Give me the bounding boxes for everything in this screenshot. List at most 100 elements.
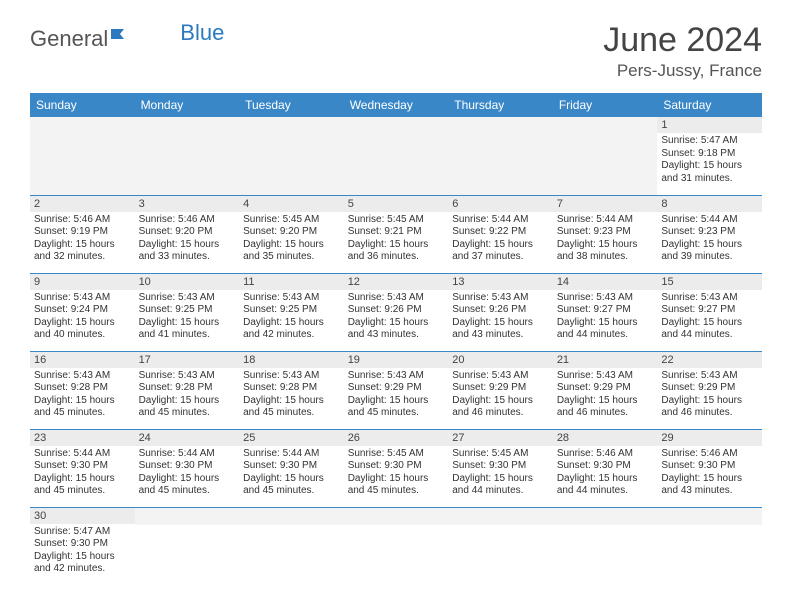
sunrise-text: Sunrise: 5:46 AM: [661, 448, 758, 461]
calendar-day-cell: 27Sunrise: 5:45 AMSunset: 9:30 PMDayligh…: [448, 429, 553, 507]
sunset-text: Sunset: 9:28 PM: [34, 382, 131, 395]
sunrise-text: Sunrise: 5:43 AM: [557, 370, 654, 383]
calendar-day-cell: 4Sunrise: 5:45 AMSunset: 9:20 PMDaylight…: [239, 195, 344, 273]
daylight-text: Daylight: 15 hours and 35 minutes.: [243, 239, 340, 264]
sunrise-text: Sunrise: 5:43 AM: [348, 292, 445, 305]
logo-text-gray: General: [30, 26, 108, 52]
calendar-empty-cell: [553, 117, 658, 195]
daylight-text: Daylight: 15 hours and 43 minutes.: [452, 317, 549, 342]
daylight-text: Daylight: 15 hours and 46 minutes.: [452, 395, 549, 420]
sunset-text: Sunset: 9:28 PM: [243, 382, 340, 395]
sunset-text: Sunset: 9:23 PM: [557, 226, 654, 239]
calendar-day-cell: 9Sunrise: 5:43 AMSunset: 9:24 PMDaylight…: [30, 273, 135, 351]
sunset-text: Sunset: 9:19 PM: [34, 226, 131, 239]
sunset-text: Sunset: 9:30 PM: [452, 460, 549, 473]
day-details: Sunrise: 5:43 AMSunset: 9:28 PMDaylight:…: [135, 368, 240, 423]
col-header: Friday: [553, 93, 658, 117]
calendar-week-row: 2Sunrise: 5:46 AMSunset: 9:19 PMDaylight…: [30, 195, 762, 273]
sunset-text: Sunset: 9:23 PM: [661, 226, 758, 239]
day-details: Sunrise: 5:43 AMSunset: 9:24 PMDaylight:…: [30, 290, 135, 345]
daynum-bar-empty: [553, 508, 658, 525]
day-number: 25: [239, 430, 344, 446]
daylight-text: Daylight: 15 hours and 45 minutes.: [139, 395, 236, 420]
day-number: 9: [30, 274, 135, 290]
col-header: Wednesday: [344, 93, 449, 117]
calendar-day-cell: 15Sunrise: 5:43 AMSunset: 9:27 PMDayligh…: [657, 273, 762, 351]
sunrise-text: Sunrise: 5:43 AM: [139, 292, 236, 305]
logo-text-blue: Blue: [180, 20, 224, 46]
day-details: Sunrise: 5:43 AMSunset: 9:25 PMDaylight:…: [239, 290, 344, 345]
daynum-bar-empty: [135, 508, 240, 525]
calendar-empty-cell: [239, 507, 344, 585]
day-number: 2: [30, 196, 135, 212]
sunrise-text: Sunrise: 5:44 AM: [139, 448, 236, 461]
sunset-text: Sunset: 9:30 PM: [34, 538, 131, 551]
daynum-bar-empty: [448, 117, 553, 134]
daylight-text: Daylight: 15 hours and 45 minutes.: [348, 473, 445, 498]
day-number: 15: [657, 274, 762, 290]
sunset-text: Sunset: 9:20 PM: [139, 226, 236, 239]
daynum-bar-empty: [448, 508, 553, 525]
col-header: Monday: [135, 93, 240, 117]
sunrise-text: Sunrise: 5:43 AM: [557, 292, 654, 305]
day-details: Sunrise: 5:44 AMSunset: 9:30 PMDaylight:…: [135, 446, 240, 501]
day-number: 7: [553, 196, 658, 212]
title-block: June 2024 Pers-Jussy, France: [603, 22, 762, 81]
calendar-day-cell: 7Sunrise: 5:44 AMSunset: 9:23 PMDaylight…: [553, 195, 658, 273]
page-header: General Blue June 2024 Pers-Jussy, Franc…: [30, 22, 762, 81]
day-details: Sunrise: 5:44 AMSunset: 9:22 PMDaylight:…: [448, 212, 553, 267]
calendar-empty-cell: [657, 507, 762, 585]
daylight-text: Daylight: 15 hours and 45 minutes.: [243, 473, 340, 498]
day-number: 21: [553, 352, 658, 368]
daylight-text: Daylight: 15 hours and 45 minutes.: [348, 395, 445, 420]
day-details: Sunrise: 5:47 AMSunset: 9:18 PMDaylight:…: [657, 133, 762, 188]
day-details: Sunrise: 5:43 AMSunset: 9:27 PMDaylight:…: [657, 290, 762, 345]
col-header: Saturday: [657, 93, 762, 117]
daylight-text: Daylight: 15 hours and 45 minutes.: [34, 473, 131, 498]
day-details: Sunrise: 5:43 AMSunset: 9:29 PMDaylight:…: [553, 368, 658, 423]
day-details: Sunrise: 5:46 AMSunset: 9:20 PMDaylight:…: [135, 212, 240, 267]
sunrise-text: Sunrise: 5:47 AM: [34, 526, 131, 539]
day-details: Sunrise: 5:46 AMSunset: 9:30 PMDaylight:…: [657, 446, 762, 501]
day-number: 20: [448, 352, 553, 368]
sunset-text: Sunset: 9:29 PM: [661, 382, 758, 395]
calendar-day-cell: 1Sunrise: 5:47 AMSunset: 9:18 PMDaylight…: [657, 117, 762, 195]
sunrise-text: Sunrise: 5:47 AM: [661, 135, 758, 148]
day-details: Sunrise: 5:43 AMSunset: 9:29 PMDaylight:…: [657, 368, 762, 423]
calendar-day-cell: 3Sunrise: 5:46 AMSunset: 9:20 PMDaylight…: [135, 195, 240, 273]
daylight-text: Daylight: 15 hours and 44 minutes.: [661, 317, 758, 342]
sunrise-text: Sunrise: 5:45 AM: [348, 448, 445, 461]
sunrise-text: Sunrise: 5:43 AM: [452, 292, 549, 305]
day-details: Sunrise: 5:44 AMSunset: 9:30 PMDaylight:…: [239, 446, 344, 501]
day-details: Sunrise: 5:45 AMSunset: 9:30 PMDaylight:…: [448, 446, 553, 501]
calendar-day-cell: 13Sunrise: 5:43 AMSunset: 9:26 PMDayligh…: [448, 273, 553, 351]
day-details: Sunrise: 5:43 AMSunset: 9:28 PMDaylight:…: [30, 368, 135, 423]
sunset-text: Sunset: 9:29 PM: [452, 382, 549, 395]
calendar-day-cell: 5Sunrise: 5:45 AMSunset: 9:21 PMDaylight…: [344, 195, 449, 273]
daynum-bar-empty: [344, 508, 449, 525]
day-number: 26: [344, 430, 449, 446]
daynum-bar-empty: [239, 117, 344, 134]
daylight-text: Daylight: 15 hours and 45 minutes.: [34, 395, 131, 420]
daynum-bar-empty: [657, 508, 762, 525]
day-number: 23: [30, 430, 135, 446]
daynum-bar-empty: [344, 117, 449, 134]
day-details: Sunrise: 5:46 AMSunset: 9:19 PMDaylight:…: [30, 212, 135, 267]
day-number: 12: [344, 274, 449, 290]
day-details: Sunrise: 5:46 AMSunset: 9:30 PMDaylight:…: [553, 446, 658, 501]
daylight-text: Daylight: 15 hours and 44 minutes.: [452, 473, 549, 498]
daynum-bar-empty: [135, 117, 240, 134]
day-details: Sunrise: 5:47 AMSunset: 9:30 PMDaylight:…: [30, 524, 135, 579]
calendar-day-cell: 21Sunrise: 5:43 AMSunset: 9:29 PMDayligh…: [553, 351, 658, 429]
day-number: 30: [30, 508, 135, 524]
calendar-day-cell: 25Sunrise: 5:44 AMSunset: 9:30 PMDayligh…: [239, 429, 344, 507]
day-number: 17: [135, 352, 240, 368]
calendar-page: General Blue June 2024 Pers-Jussy, Franc…: [0, 0, 792, 585]
daylight-text: Daylight: 15 hours and 39 minutes.: [661, 239, 758, 264]
location-subtitle: Pers-Jussy, France: [603, 61, 762, 81]
sunrise-text: Sunrise: 5:43 AM: [452, 370, 549, 383]
sunrise-text: Sunrise: 5:43 AM: [139, 370, 236, 383]
day-number: 6: [448, 196, 553, 212]
calendar-day-cell: 6Sunrise: 5:44 AMSunset: 9:22 PMDaylight…: [448, 195, 553, 273]
day-number: 22: [657, 352, 762, 368]
